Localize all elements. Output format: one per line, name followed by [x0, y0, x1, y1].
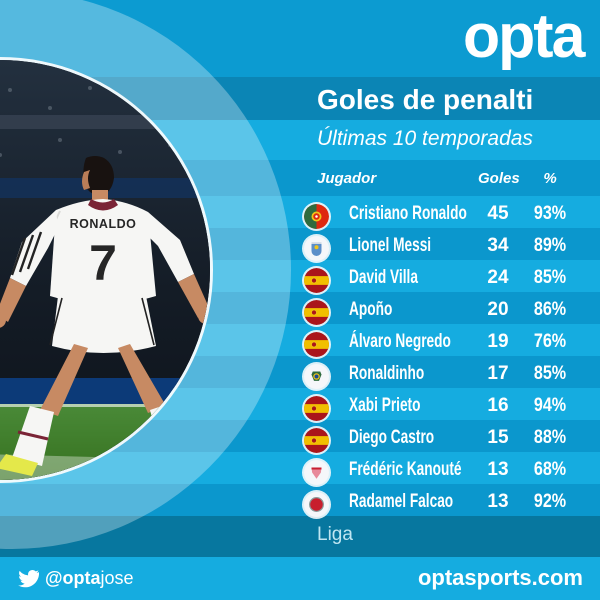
svg-text:7: 7: [89, 235, 117, 291]
svg-text:RONALDO: RONALDO: [70, 217, 137, 231]
